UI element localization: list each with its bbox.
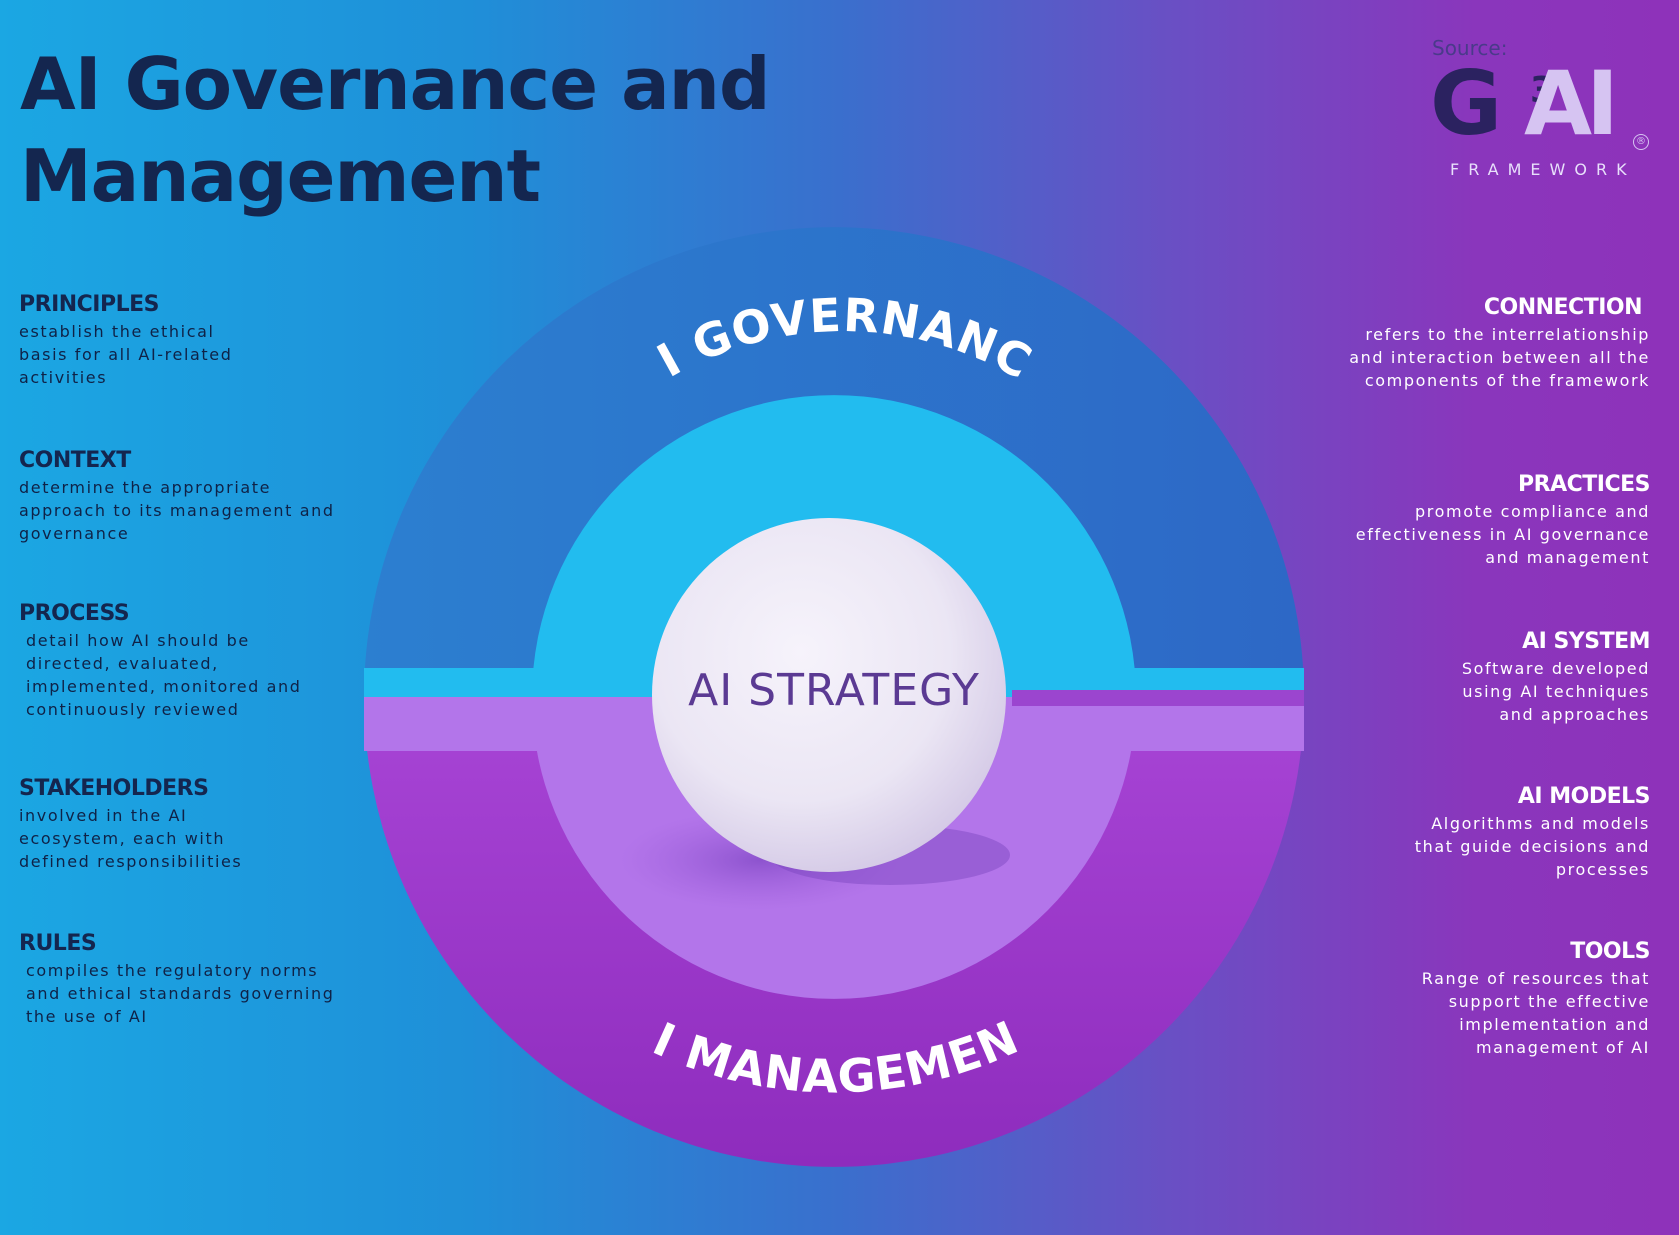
item-description: promote compliance and effectiveness in …	[1355, 502, 1650, 567]
item-title: PRINCIPLES	[19, 292, 160, 317]
logo-framework-text: FRAMEWORK	[1450, 160, 1636, 179]
item-tools: TOOLS Range of resources that support th…	[1330, 937, 1651, 1059]
item-description: establish the ethical basis for all AI-r…	[19, 322, 233, 387]
item-title: TOOLS	[1570, 939, 1650, 964]
item-rules: RULES compiles the regulatory norms and …	[19, 929, 339, 1028]
item-title: CONNECTION	[1483, 295, 1643, 320]
item-title: STAKEHOLDERS	[19, 776, 209, 801]
item-title: PROCESS	[19, 601, 130, 626]
logo-ai: AI	[1524, 52, 1619, 155]
page-title: AI Governance and Management	[20, 42, 770, 218]
divider-band-right	[1012, 690, 1304, 706]
item-title: RULES	[19, 931, 97, 956]
logo-g: G	[1430, 52, 1502, 155]
item-description: detail how AI should be directed, evalua…	[26, 631, 302, 719]
source-label: Source:	[1432, 36, 1508, 60]
item-ai-system: AI SYSTEM Software developed using AI te…	[1330, 627, 1651, 726]
item-description: determine the appropriate approach to it…	[19, 478, 335, 543]
item-description: involved in the AI ecosystem, each with …	[19, 806, 243, 871]
item-description: Range of resources that support the effe…	[1421, 969, 1650, 1057]
item-description: compiles the regulatory norms and ethica…	[26, 961, 335, 1026]
item-principles: PRINCIPLES establish the ethical basis f…	[19, 290, 339, 389]
item-description: refers to the interrelationship and inte…	[1349, 325, 1650, 390]
item-description: Software developed using AI techniques a…	[1461, 659, 1650, 724]
logo-superscript: 3	[1530, 70, 1556, 111]
item-context: CONTEXT determine the appropriate approa…	[19, 446, 339, 545]
item-title: AI SYSTEM	[1522, 629, 1650, 654]
item-title: AI MODELS	[1517, 784, 1651, 809]
item-ai-models: AI MODELS Algorithms and models that gui…	[1330, 782, 1651, 881]
item-title: CONTEXT	[19, 448, 131, 473]
item-process: PROCESS detail how AI should be directed…	[19, 599, 339, 721]
item-title: PRACTICES	[1518, 472, 1650, 497]
item-stakeholders: STAKEHOLDERS involved in the AI ecosyste…	[19, 774, 339, 873]
registered-mark: ®	[1633, 134, 1649, 150]
item-description: Algorithms and models that guide decisio…	[1414, 814, 1650, 879]
item-practices: PRACTICES promote compliance and effecti…	[1330, 470, 1651, 569]
item-connection: CONNECTION refers to the interrelationsh…	[1330, 293, 1650, 392]
strategy-label: AI STRATEGY	[688, 665, 980, 716]
strategy-sphere	[652, 518, 1006, 872]
